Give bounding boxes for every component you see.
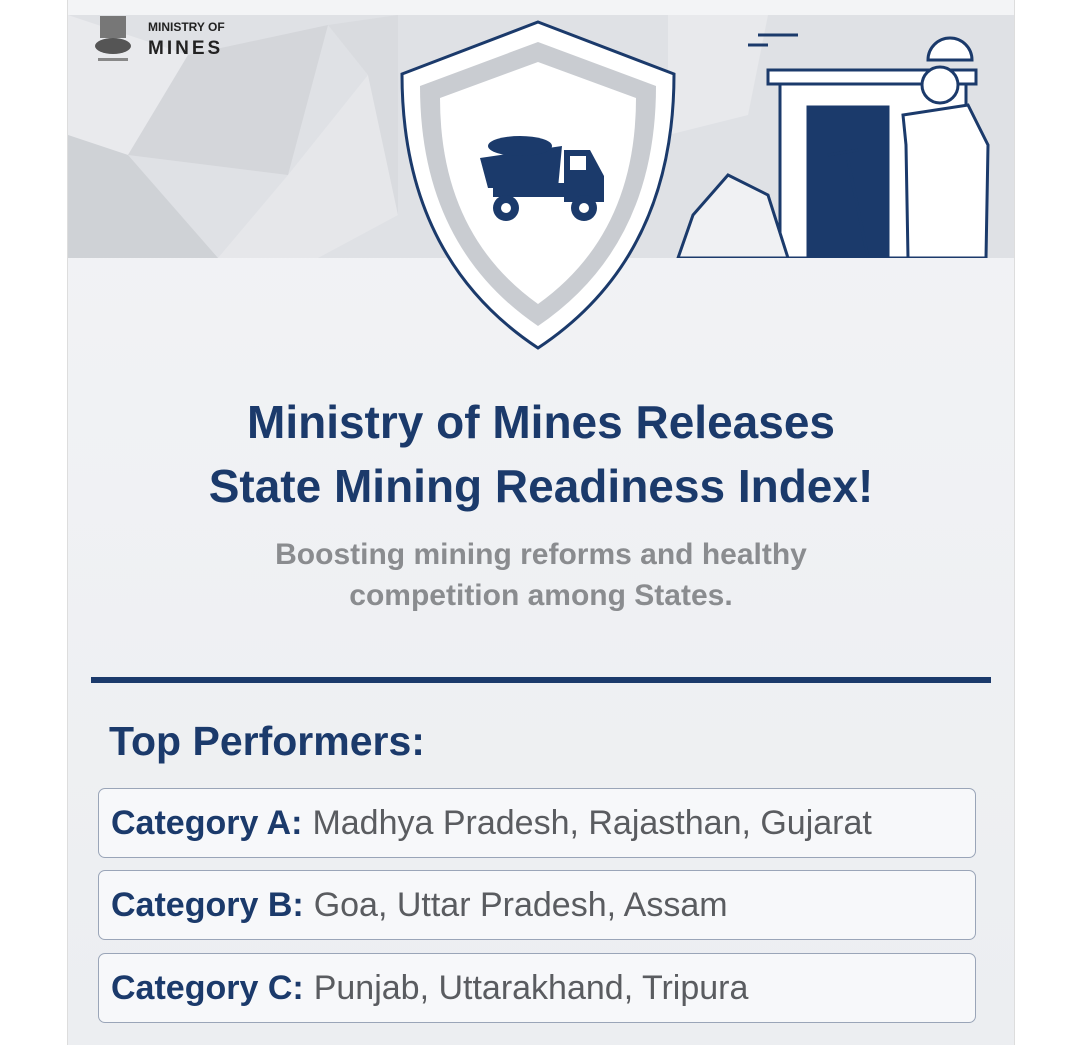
category-states: Punjab, Uttarakhand, Tripura xyxy=(313,969,749,1007)
section-heading: Top Performers: xyxy=(109,718,425,764)
title: State Mining Readiness Index! xyxy=(208,460,874,512)
category-label: Category B: xyxy=(111,886,304,924)
logo-text: MINISTRY OF xyxy=(148,20,225,34)
logo-text: MINES xyxy=(148,38,224,59)
title: Ministry of Mines Releases xyxy=(247,396,835,448)
divider xyxy=(91,677,991,683)
category-row: Category C: Punjab, Uttarakhand, Tripura xyxy=(98,953,976,1023)
category-states: Goa, Uttar Pradesh, Assam xyxy=(313,886,728,924)
category-label: Category A: xyxy=(111,804,303,842)
category-states: Madhya Pradesh, Rajasthan, Gujarat xyxy=(312,804,872,842)
category-label: Category C: xyxy=(111,969,304,1007)
subtitle: Boosting mining reforms and healthy xyxy=(275,538,807,571)
shield-icon xyxy=(400,20,676,350)
category-row: Category A: Madhya Pradesh, Rajasthan, Gu… xyxy=(98,788,976,858)
infographic-card: MINISTRY OF MINES Ministry of Mines Rele… xyxy=(67,0,1015,1045)
emblem xyxy=(95,16,131,61)
category-row: Category B: Goa, Uttar Pradesh, Assam xyxy=(98,870,976,940)
subtitle: competition among States. xyxy=(349,579,733,612)
